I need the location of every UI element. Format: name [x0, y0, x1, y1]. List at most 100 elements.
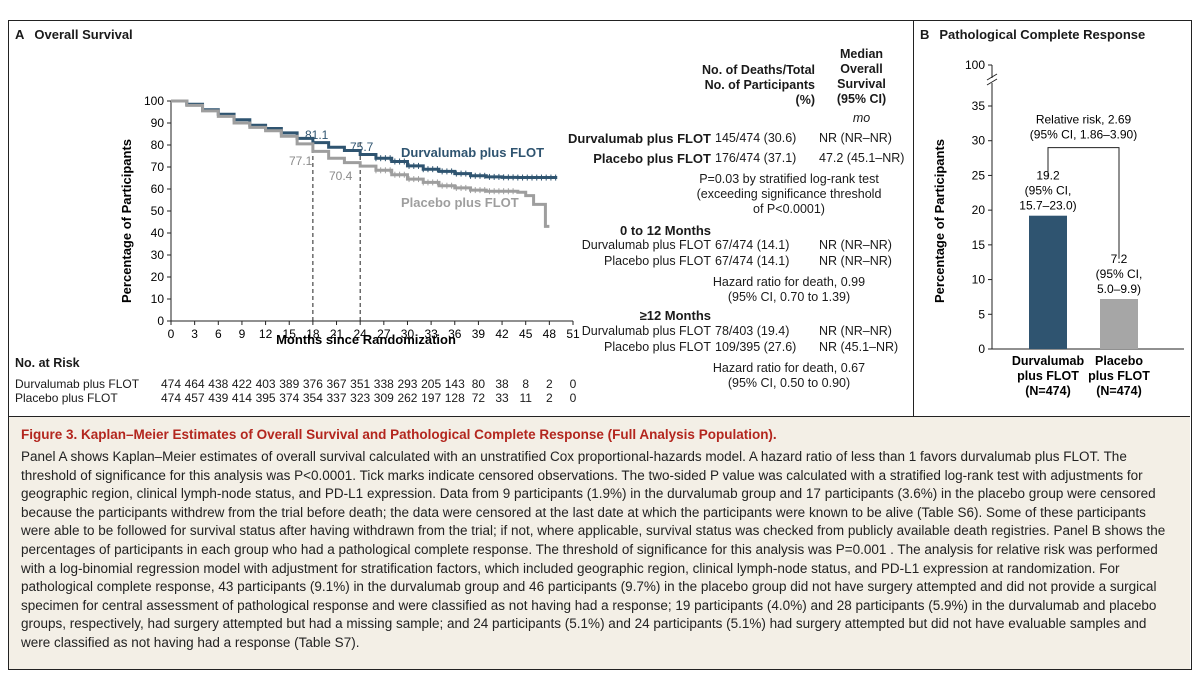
- risk-cell: 374: [279, 391, 300, 405]
- km-x-tick-label: 51: [566, 327, 580, 341]
- km-y-tick-label: 10: [151, 292, 165, 306]
- risk-row-label: Durvalumab plus FLOT: [15, 377, 140, 391]
- km-ylabel: Percentage of Participants: [119, 139, 134, 303]
- km-x-tick-label: 9: [239, 327, 246, 341]
- figure-caption: Figure 3. Kaplan–Meier Estimates of Over…: [9, 416, 1190, 669]
- sub1-note: Hazard ratio for death, 0.99 (95% CI, 0.…: [712, 275, 866, 304]
- row-deaths: 67/474 (14.1): [715, 254, 790, 268]
- risk-cell: 293: [397, 377, 418, 391]
- pcr-y-tick-label: 35: [972, 99, 986, 113]
- pcr-rr-label: Relative risk, 2.69: [1036, 112, 1132, 126]
- pcr-rr-bracket: [1047, 147, 1120, 259]
- risk-cell: 414: [231, 391, 252, 405]
- caption-title: Figure 3. Kaplan–Meier Estimates of Over…: [21, 427, 777, 442]
- row-group: Placebo plus FLOT: [604, 254, 711, 268]
- km-x-tick-label: 36: [448, 327, 462, 341]
- pcr-group-label: (N=474): [1025, 384, 1071, 398]
- risk-cell: 80: [471, 377, 486, 391]
- pcr-ylabel: Percentage of Participants: [932, 139, 947, 303]
- sub1-title: 0 to 12 Months: [619, 223, 711, 238]
- panel-b-letter: B: [920, 27, 930, 42]
- panel-a: A Overall Survival Percentage of Particip…: [9, 21, 913, 416]
- km-annot-durva-24: 75.7: [350, 140, 374, 154]
- row-deaths: 176/474 (37.1): [715, 151, 797, 165]
- pcr-y-tick-label: 0: [978, 342, 985, 356]
- km-x-tick-label: 42: [495, 327, 509, 341]
- panel-a-title: A Overall Survival: [15, 27, 133, 42]
- pcr-bar: [1100, 299, 1138, 349]
- pcr-y-tick-label: 10: [972, 273, 986, 287]
- risk-cell: 439: [208, 391, 229, 405]
- km-x-tick-label: 15: [283, 327, 297, 341]
- km-x-tick-label: 21: [330, 327, 344, 341]
- pcr-group-label: (N=474): [1096, 384, 1142, 398]
- risk-cell: 474: [160, 391, 182, 405]
- pcr-bar-label: 5.0–9.9): [1097, 282, 1141, 296]
- risk-cell: 464: [184, 377, 205, 391]
- risk-cell: 0: [569, 391, 577, 405]
- pcr-bar-label: (95% CI,: [1096, 267, 1143, 281]
- pcr-bar-chart: Percentage of Participants 0 5 10 15 20 25 30 3…: [932, 58, 1184, 398]
- pcr-bar-label: 7.2: [1111, 252, 1128, 266]
- pcr-y-tick-label: 30: [972, 134, 986, 148]
- row-median: NR (45.1–NR): [819, 340, 899, 354]
- risk-cell: 0: [569, 377, 577, 391]
- km-y-tick-label: 30: [151, 248, 165, 262]
- row-median: NR (NR–NR): [819, 131, 892, 145]
- sub2-note: Hazard ratio for death, 0.67 (95% CI, 0.…: [712, 361, 866, 390]
- km-y-tick-label: 80: [151, 138, 165, 152]
- pcr-rr-label: (95% CI, 1.86–3.90): [1030, 127, 1137, 141]
- row-group: Durvalumab plus FLOT: [567, 131, 711, 146]
- risk-cell: 2: [546, 391, 553, 405]
- km-annot-placebo-18: 77.1: [289, 154, 313, 168]
- km-y-tick-label: 50: [151, 204, 165, 218]
- risk-cell: 8: [522, 377, 530, 391]
- risk-cell: 474: [160, 377, 182, 391]
- risk-cell: 422: [231, 377, 252, 391]
- row-median: 47.2 (45.1–NR): [819, 151, 905, 165]
- risk-cell: 354: [302, 391, 323, 405]
- km-x-tick-label: 48: [543, 327, 557, 341]
- risk-cell: 197: [421, 391, 442, 405]
- risk-cell: 323: [350, 391, 371, 405]
- risk-cell: 262: [397, 391, 418, 405]
- km-annot-placebo-24: 70.4: [329, 169, 353, 183]
- risk-cell: 72: [471, 391, 486, 405]
- pcr-group-label: plus FLOT: [1088, 369, 1150, 383]
- km-x-tick-label: 33: [424, 327, 438, 341]
- km-x-tick-label: 12: [259, 327, 273, 341]
- row-median: NR (NR–NR): [819, 254, 892, 268]
- risk-cell: 338: [373, 377, 394, 391]
- panel-a-title-text: Overall Survival: [34, 27, 133, 42]
- row-group: Durvalumab plus FLOT: [581, 324, 711, 338]
- hdr-median: Median Overall Survival (95% CI): [836, 47, 887, 106]
- caption-body: Panel A shows Kaplan–Meier estimates of …: [21, 449, 1166, 650]
- unit-mo: mo: [852, 111, 871, 125]
- row-deaths: 109/395 (27.6): [715, 340, 797, 354]
- risk-cell: 33: [495, 391, 509, 405]
- km-annot-durva-18: 81.1: [305, 128, 329, 142]
- km-x-tick-label: 3: [191, 327, 198, 341]
- pcr-bar: [1029, 215, 1067, 349]
- km-chart: Percentage of Participants Months since …: [119, 94, 580, 347]
- hdr-deaths: No. of Deaths/Total No. of Participants …: [702, 63, 815, 107]
- pcr-axis-break: [986, 73, 998, 81]
- pcr-bar-label: 15.7–23.0): [1019, 199, 1076, 213]
- pcr-y-tick-label: 15: [972, 238, 986, 252]
- figure-frame: A Overall Survival Percentage of Particip…: [8, 20, 1192, 670]
- risk-cell: 403: [255, 377, 276, 391]
- risk-cell: 438: [208, 377, 229, 391]
- risk-cell: 367: [326, 377, 347, 391]
- panel-b: B Pathological Complete Response Percenta…: [913, 21, 1192, 416]
- km-x-tick-label: 18: [306, 327, 320, 341]
- pcr-group-label: plus FLOT: [1017, 369, 1079, 383]
- risk-title: No. at Risk: [15, 356, 80, 370]
- row-deaths: 78/403 (19.4): [715, 324, 790, 338]
- row-group: Durvalumab plus FLOT: [581, 238, 711, 252]
- risk-cell: 309: [373, 391, 394, 405]
- pcr-y-tick-label: 5: [978, 307, 985, 321]
- panel-b-title-text: Pathological Complete Response: [939, 27, 1146, 42]
- km-xlabel: Months since Randomization: [276, 332, 456, 347]
- km-x-tick-label: 30: [401, 327, 415, 341]
- pcr-group-label: Placebo: [1095, 354, 1143, 368]
